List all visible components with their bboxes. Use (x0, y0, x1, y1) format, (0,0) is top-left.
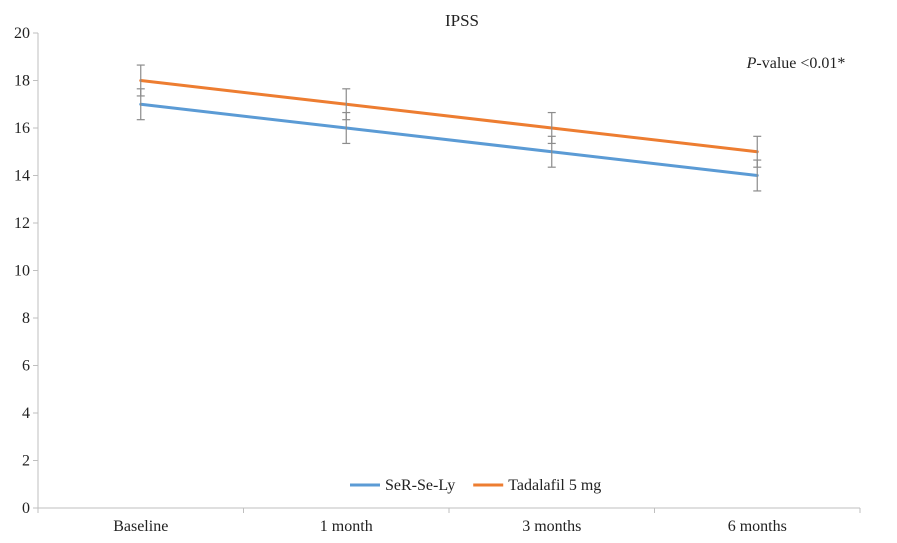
p-value-italic: P (746, 55, 757, 72)
legend-label: SeR-Se-Ly (385, 477, 455, 494)
y-tick-label: 2 (22, 453, 30, 470)
y-tick-label: 12 (14, 215, 30, 232)
p-value-annotation: P-value <0.01* (746, 55, 846, 72)
x-tick-label: 3 months (522, 518, 581, 535)
legend-item-2: Tadalafil 5 mg (473, 477, 601, 494)
y-tick-label: 14 (14, 168, 30, 185)
x-tick-label: 6 months (728, 518, 787, 535)
legend-label: Tadalafil 5 mg (508, 477, 601, 494)
series-layer (137, 65, 762, 191)
y-tick-label: 20 (14, 25, 30, 42)
y-tick-label: 6 (22, 358, 30, 375)
legend-item-1: SeR-Se-Ly (350, 477, 455, 494)
y-tick-label: 10 (14, 263, 30, 280)
x-tick-label: 1 month (320, 518, 373, 535)
y-tick-label: 18 (14, 73, 30, 90)
legend: SeR-Se-Ly Tadalafil 5 mg (350, 477, 601, 494)
x-tick-label: Baseline (113, 518, 168, 535)
y-tick-label: 16 (14, 120, 30, 137)
series-2 (137, 65, 762, 167)
y-tick-label: 8 (22, 310, 30, 327)
y-tick-label: 0 (22, 500, 30, 517)
series-1 (137, 89, 762, 191)
y-tick-label: 4 (22, 405, 30, 422)
chart-title: IPSS (445, 11, 479, 30)
p-value-rest: -value <0.01* (756, 55, 845, 72)
